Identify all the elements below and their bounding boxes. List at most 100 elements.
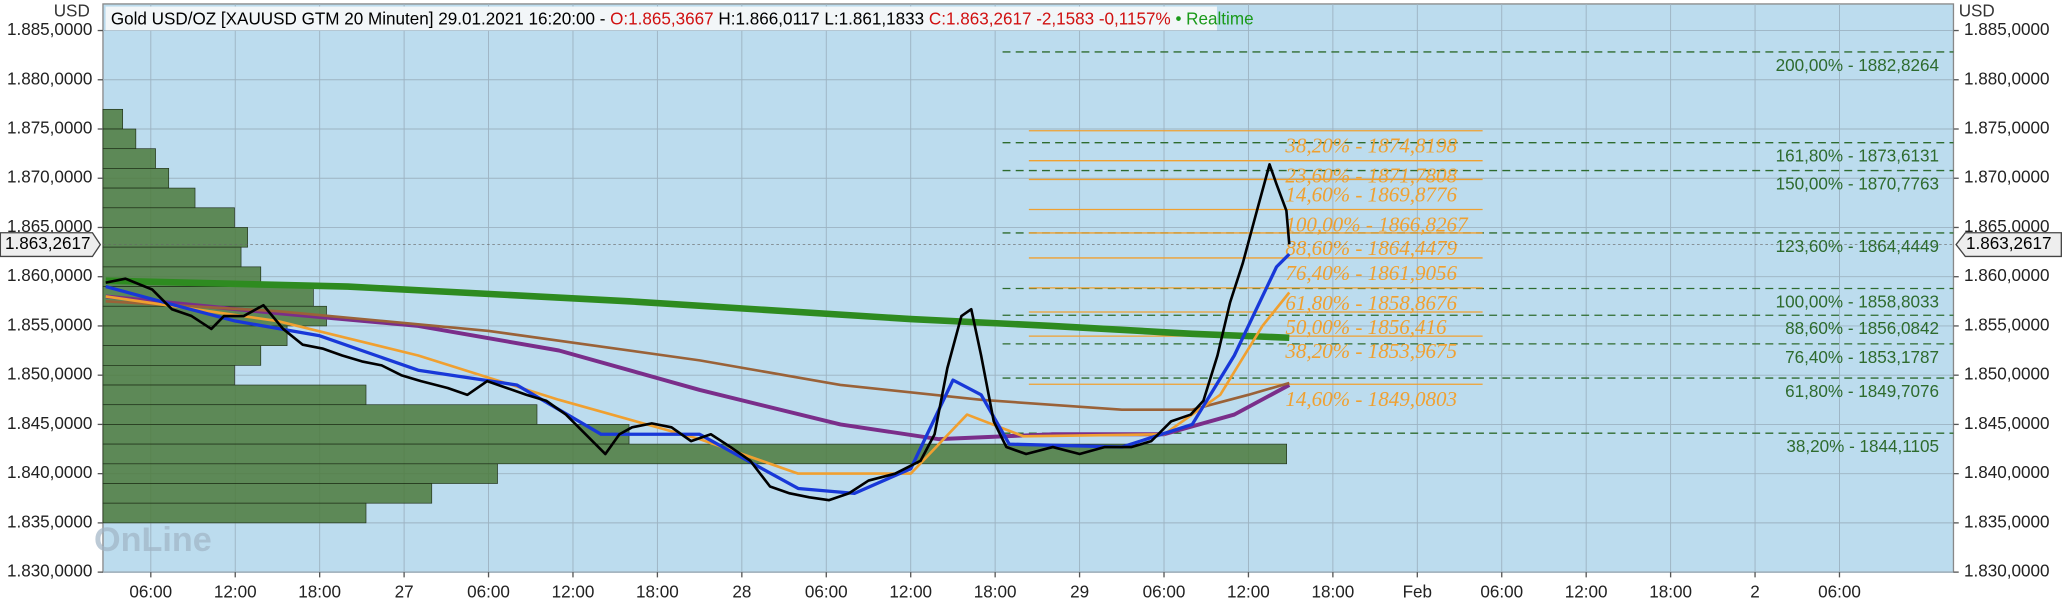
y-tick-label: 1.870,0000 <box>1964 168 2049 187</box>
y-tick-label: 1.845,0000 <box>1964 414 2049 433</box>
fib-label: 88,60% - 1856,0842 <box>1785 319 1939 338</box>
x-tick-label: 2 <box>1750 583 1760 602</box>
y-tick-label: 1.850,0000 <box>1964 365 2049 384</box>
header-part: C:1.863,2617 -2,1583 -0,1157% <box>929 9 1171 28</box>
profile-bar <box>102 384 367 406</box>
fib-label: 14,60% - 1849,0803 <box>1285 387 1457 411</box>
y-tick-label: 1.840,0000 <box>7 463 92 482</box>
fib-label: 76,40% - 1853,1787 <box>1785 348 1939 367</box>
header-part: • Realtime <box>1171 9 1254 28</box>
profile-bar <box>102 246 242 268</box>
profile-bar <box>102 502 367 524</box>
fib-label: 123,60% - 1864,4449 <box>1776 237 1939 256</box>
y-tick-label: 1.860,0000 <box>7 266 92 285</box>
y-tick-label: 1.870,0000 <box>7 168 92 187</box>
y-tick-label: 1.840,0000 <box>1964 463 2049 482</box>
x-tick-label: 06:00 <box>467 583 510 602</box>
watermark: OnLine <box>94 521 212 559</box>
x-tick-label: 18:00 <box>298 583 341 602</box>
y-tick-label: 1.885,0000 <box>1964 20 2049 39</box>
y-unit-left: USD <box>54 1 90 20</box>
x-tick-label: 18:00 <box>636 583 679 602</box>
y-tick-label: 1.855,0000 <box>7 315 92 334</box>
fib-label: 76,40% - 1861,9056 <box>1285 261 1457 285</box>
y-tick-label: 1.875,0000 <box>7 119 92 138</box>
fib-label: 50,00% - 1856,416 <box>1285 315 1447 339</box>
profile-bar <box>102 345 262 366</box>
y-tick-label: 1.835,0000 <box>1964 512 2049 531</box>
y-tick-label: 1.855,0000 <box>1964 315 2049 334</box>
price-line <box>105 163 1291 502</box>
header: Gold USD/OZ [XAUUSD GTM 20 Minuten] 29.0… <box>111 9 1254 28</box>
x-tick-label: 12:00 <box>1565 583 1608 602</box>
x-tick-label: 06:00 <box>1818 583 1861 602</box>
fib-label: 38,20% - 1874,8198 <box>1284 134 1457 158</box>
profile-bar <box>102 424 630 445</box>
price-line <box>105 291 1291 475</box>
x-tick-label: 27 <box>395 583 414 602</box>
y-tick-label: 1.835,0000 <box>7 512 92 531</box>
fib-label: 61,80% - 1858,8676 <box>1285 291 1457 315</box>
fib-label: 38,20% - 1844,1105 <box>1786 437 1939 456</box>
y-tick-label: 1.830,0000 <box>7 562 92 581</box>
fib-label: 14,60% - 1869,8776 <box>1285 182 1457 206</box>
y-tick-label: 1.875,0000 <box>1964 119 2049 138</box>
price-line <box>105 252 1291 495</box>
x-tick-label: Feb <box>1403 583 1432 602</box>
profile-bar <box>102 404 538 425</box>
header-part: O:1.865,3667 <box>610 9 714 28</box>
last-price-label: 1.863,2617 <box>1966 234 2051 253</box>
fib-label: 23,60% - 1871,7808 <box>1285 164 1457 188</box>
fib-label: 100,00% - 1858,8033 <box>1776 292 1939 311</box>
price-line <box>105 294 1291 442</box>
last-price-label: 1.863,2617 <box>5 234 90 253</box>
profile-bar <box>102 108 124 130</box>
y-tick-label: 1.885,0000 <box>7 20 92 39</box>
fib-label: 161,80% - 1873,6131 <box>1776 147 1939 166</box>
profile-bar <box>102 168 170 189</box>
fib-label: 88,60% - 1864,4479 <box>1285 236 1457 260</box>
profile-bar <box>102 325 288 346</box>
axes: 1.830,0000 1.830,0000 1.835,0000 1.835,0000… <box>0 20 2062 602</box>
y-tick-label: 1.830,0000 <box>1964 562 2049 581</box>
fib-label: 200,00% - 1882,8264 <box>1776 56 1939 75</box>
profile-bar <box>102 148 156 169</box>
y-unit-right: USD <box>1959 1 1995 20</box>
profile-bar <box>102 365 235 386</box>
fibonacci-levels: 200,00% - 1882,8264 161,80% - 1873,6131 15… <box>1002 51 1954 456</box>
profile-bar <box>102 227 248 248</box>
x-tick-label: 12:00 <box>1227 583 1270 602</box>
x-tick-label: 12:00 <box>889 583 932 602</box>
x-tick-label: 06:00 <box>805 583 848 602</box>
y-tick-label: 1.865,0000 <box>7 217 92 236</box>
y-tick-label: 1.860,0000 <box>1964 266 2049 285</box>
y-tick-label: 1.865,0000 <box>1964 217 2049 236</box>
series <box>105 163 1291 502</box>
x-tick-label: 18:00 <box>1312 583 1355 602</box>
fib-label: 38,20% - 1853,9675 <box>1284 339 1457 363</box>
x-tick-label: 28 <box>732 583 751 602</box>
x-tick-label: 06:00 <box>1143 583 1186 602</box>
header-part: H:1.866,0117 L:1.861,1833 <box>714 9 929 28</box>
fib-label: 61,80% - 1849,7076 <box>1785 382 1939 401</box>
price-line <box>105 277 1290 342</box>
profile-bar <box>102 443 1287 465</box>
last-price-box <box>0 232 102 258</box>
x-tick-label: 12:00 <box>214 583 257 602</box>
grid <box>102 3 1954 573</box>
profile-bar <box>102 207 235 228</box>
x-tick-label: 29 <box>1070 583 1089 602</box>
header-box <box>105 6 1217 31</box>
profile-bar <box>102 187 196 209</box>
y-tick-label: 1.880,0000 <box>1964 69 2049 88</box>
y-tick-label: 1.880,0000 <box>7 69 92 88</box>
profile-bar <box>102 128 137 150</box>
last-price-box <box>1955 232 2062 258</box>
x-tick-label: 18:00 <box>974 583 1017 602</box>
x-tick-label: 06:00 <box>1480 583 1523 602</box>
y-tick-label: 1.850,0000 <box>7 365 92 384</box>
x-tick-label: 06:00 <box>129 583 172 602</box>
profile-bar <box>102 463 498 484</box>
